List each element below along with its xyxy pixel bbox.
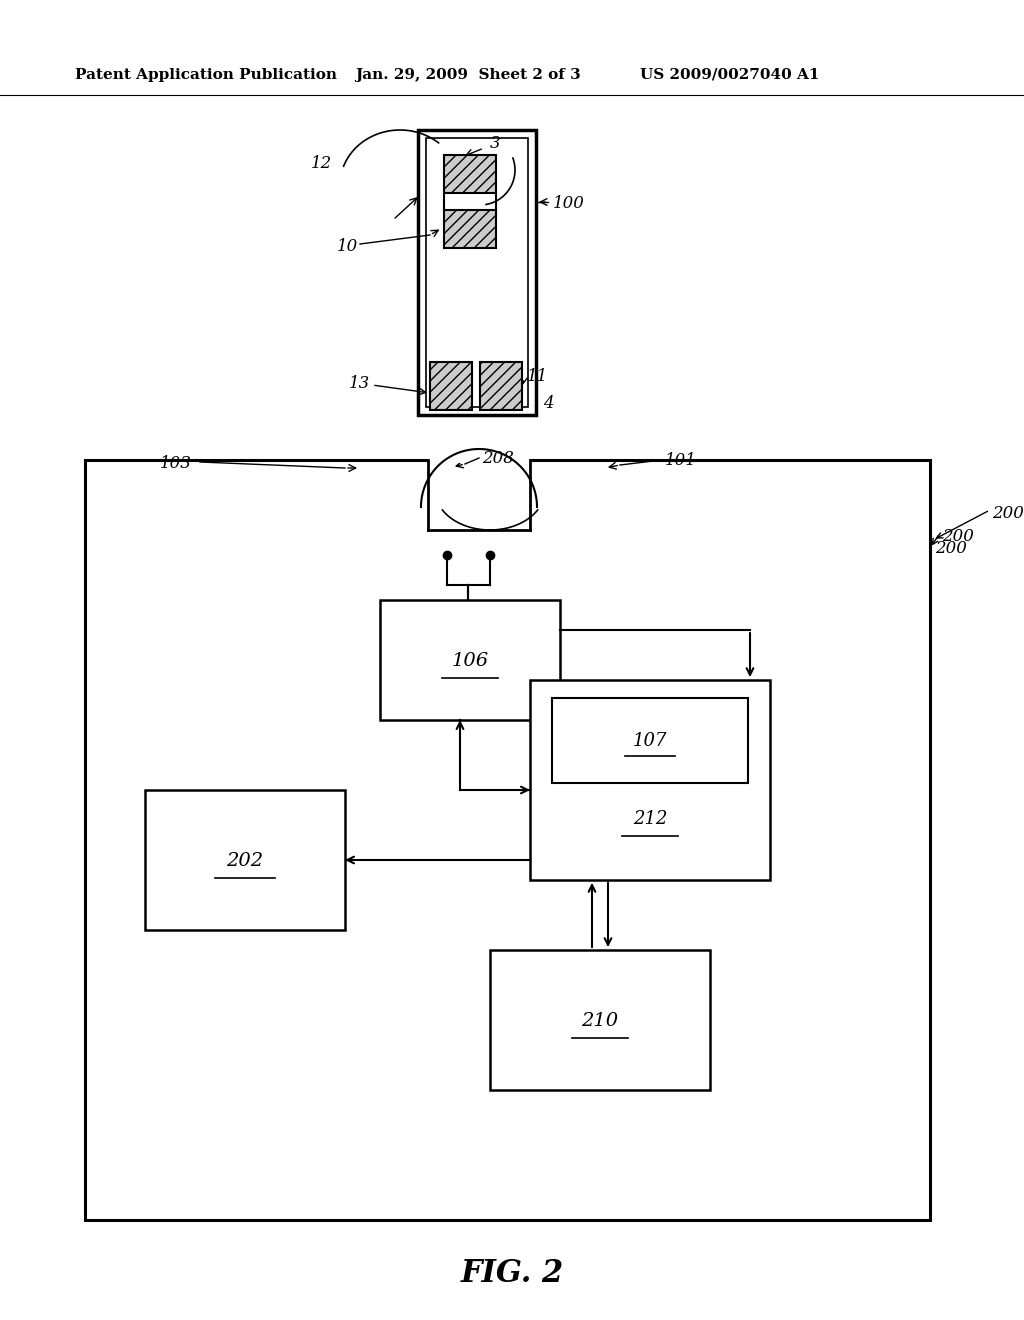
Text: Jan. 29, 2009  Sheet 2 of 3: Jan. 29, 2009 Sheet 2 of 3 <box>355 69 581 82</box>
Text: 13: 13 <box>349 375 370 392</box>
Text: 103: 103 <box>160 455 191 473</box>
Bar <box>552 698 748 783</box>
Text: 106: 106 <box>452 652 488 671</box>
Bar <box>480 362 522 411</box>
Text: 101: 101 <box>665 451 697 469</box>
Bar <box>426 139 528 407</box>
Text: Patent Application Publication: Patent Application Publication <box>75 69 337 82</box>
Bar <box>530 680 770 880</box>
Text: 10: 10 <box>337 238 358 255</box>
Bar <box>430 362 472 411</box>
Bar <box>380 601 560 719</box>
Text: 100: 100 <box>553 195 585 213</box>
Text: 4: 4 <box>543 395 554 412</box>
Bar <box>85 459 930 1220</box>
Text: 3: 3 <box>490 135 501 152</box>
Text: 200: 200 <box>935 540 967 557</box>
Bar <box>444 210 496 248</box>
Bar <box>444 154 496 193</box>
Bar <box>490 950 710 1090</box>
Text: 200: 200 <box>992 506 1024 521</box>
Text: 208: 208 <box>482 450 514 467</box>
Text: 202: 202 <box>226 851 263 870</box>
Text: 212: 212 <box>633 810 668 828</box>
Text: 210: 210 <box>582 1012 618 1030</box>
Bar <box>145 789 345 931</box>
Bar <box>418 129 536 414</box>
Text: 200: 200 <box>942 528 974 545</box>
Text: 11: 11 <box>527 368 548 385</box>
Bar <box>428 457 530 463</box>
Text: US 2009/0027040 A1: US 2009/0027040 A1 <box>640 69 819 82</box>
Text: FIG. 2: FIG. 2 <box>461 1258 563 1290</box>
Text: 12: 12 <box>310 154 332 172</box>
Text: 107: 107 <box>633 733 668 750</box>
